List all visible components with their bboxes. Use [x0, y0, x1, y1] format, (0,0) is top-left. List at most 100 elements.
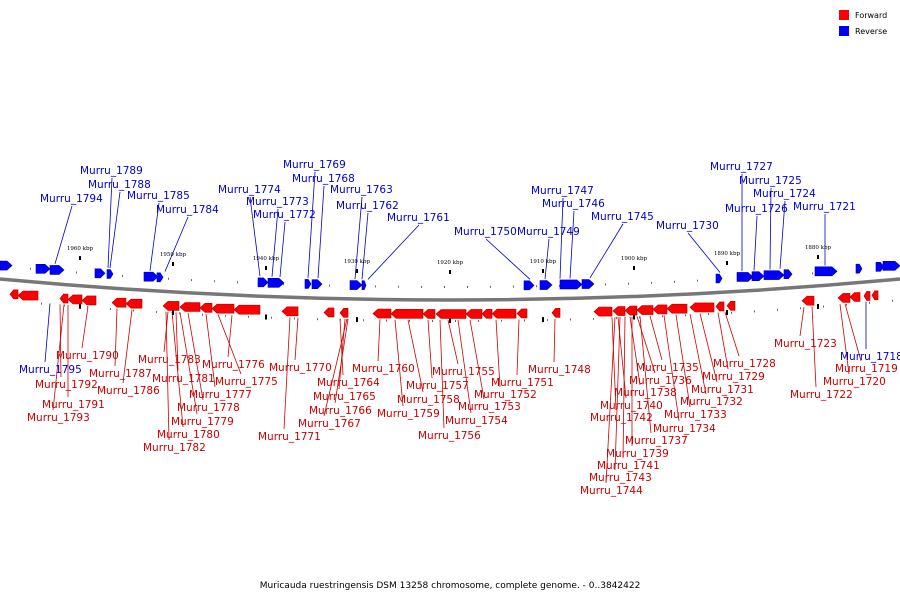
reverse-gene-label: Murru_1749	[517, 226, 580, 238]
forward-gene-arrow	[465, 309, 483, 319]
minor-tick	[76, 271, 77, 274]
forward-leader-line	[457, 319, 472, 414]
forward-leader-line	[605, 317, 616, 484]
forward-gene-arrow	[624, 305, 638, 316]
reverse-gene-arrow	[267, 278, 285, 288]
forward-leader-line	[187, 312, 204, 401]
forward-gene-label: Murru_1731	[691, 384, 754, 396]
reverse-gene-arrow	[736, 272, 754, 282]
forward-gene-label: Murru_1767	[298, 418, 361, 430]
forward-gene-arrow	[837, 293, 851, 303]
forward-gene-label: Murru_1771	[258, 431, 321, 443]
reverse-gene-arrow	[35, 264, 51, 274]
forward-leader-line	[622, 316, 626, 459]
reverse-gene-arrow	[257, 277, 269, 288]
forward-leader-line	[294, 317, 299, 361]
reverse-gene-label: Murru_1726	[725, 203, 788, 215]
forward-gene-arrow	[435, 309, 467, 319]
forward-gene-label: Murru_1792	[35, 379, 98, 391]
reverse-gene-arrow	[882, 260, 900, 271]
reverse-leader-line	[559, 197, 564, 279]
reverse-gene-label: Murru_1747	[531, 185, 594, 197]
reverse-leader-line	[44, 303, 51, 363]
reverse-gene-label: Murru_1785	[127, 190, 190, 202]
forward-gene-label: Murru_1757	[406, 380, 469, 392]
forward-gene-arrow	[652, 304, 668, 315]
forward-gene-arrow	[636, 305, 654, 315]
forward-gene-label: Murru_1787	[89, 368, 152, 380]
forward-leader-line	[799, 306, 805, 337]
forward-leader-line	[553, 318, 556, 363]
minor-tick	[536, 285, 537, 288]
reverse-gene-label: Murru_1718	[840, 351, 900, 363]
tick-label: 1960 kbp	[67, 246, 94, 252]
forward-gene-arrow	[801, 295, 815, 306]
forward-gene-label: Murru_1728	[713, 358, 776, 370]
forward-gene-arrow	[211, 303, 235, 314]
reverse-leader-line	[107, 177, 113, 268]
minor-tick	[605, 283, 606, 286]
forward-gene-arrow	[726, 301, 736, 311]
minor-tick	[490, 285, 491, 288]
minor-tick	[524, 319, 525, 322]
forward-gene-label: Murru_1776	[202, 359, 265, 371]
forward-gene-label: Murru_1756	[418, 430, 481, 442]
forward-gene-label: Murru_1748	[528, 364, 591, 376]
forward-leader-line	[323, 318, 348, 417]
tick-mark	[79, 256, 81, 260]
forward-leader-line	[724, 312, 740, 357]
forward-leader-line	[447, 319, 459, 365]
minor-tick	[616, 317, 617, 320]
forward-gene-label: Murru_1770	[269, 362, 332, 374]
minor-tick	[662, 315, 663, 318]
reverse-legend-label: Reverse	[855, 27, 887, 36]
minor-tick	[501, 319, 502, 322]
reverse-leader-line	[544, 238, 550, 280]
tick-mark	[79, 303, 81, 309]
forward-gene-label: Murru_1738	[614, 387, 677, 399]
minor-tick	[110, 308, 111, 311]
forward-gene-arrow	[81, 295, 97, 306]
minor-tick	[271, 316, 272, 319]
forward-gene-label: Murru_1740	[600, 400, 663, 412]
forward-leader-line	[427, 319, 433, 379]
minor-tick	[64, 304, 65, 307]
forward-gene-label: Murru_1780	[157, 429, 220, 441]
reverse-leader-line	[317, 185, 325, 279]
forward-gene-label: Murru_1744	[580, 485, 643, 497]
minor-tick	[685, 314, 686, 317]
minor-tick	[708, 313, 709, 316]
minor-tick	[593, 317, 594, 320]
reverse-gene-label: Murru_1725	[739, 175, 802, 187]
forward-gene-arrow	[390, 309, 424, 319]
reverse-gene-arrow	[581, 279, 595, 289]
reverse-leader-line	[687, 232, 721, 273]
reverse-leader-line	[54, 205, 73, 264]
tick-label: 1880 kbp	[805, 245, 832, 251]
reverse-leader-line	[485, 238, 531, 280]
forward-gene-label: Murru_1739	[606, 448, 669, 460]
forward-gene-arrow	[323, 307, 335, 318]
forward-gene-label: Murru_1729	[702, 371, 765, 383]
minor-tick	[421, 285, 422, 288]
tick-label: 1940 kbp	[253, 256, 280, 262]
minor-tick	[191, 279, 192, 282]
forward-leader-line	[675, 314, 691, 408]
reverse-leader-line	[769, 187, 772, 270]
forward-leader-line	[227, 315, 233, 358]
reverse-gene-arrow	[94, 268, 106, 279]
forward-gene-label: Murru_1764	[317, 377, 380, 389]
forward-swatch	[839, 10, 849, 20]
reverse-gene-arrow	[523, 280, 535, 291]
reverse-leader-line	[249, 196, 261, 277]
reverse-gene-label: Murru_1761	[387, 212, 450, 224]
forward-gene-label: Murru_1752	[474, 389, 537, 401]
reverse-leader-line	[354, 196, 363, 280]
forward-leader-line	[205, 313, 216, 388]
tick-mark	[265, 314, 267, 320]
forward-gene-arrow	[863, 291, 871, 301]
strand-legend: Forward Reverse	[839, 10, 887, 36]
minor-tick	[375, 285, 376, 288]
minor-tick	[754, 310, 755, 313]
